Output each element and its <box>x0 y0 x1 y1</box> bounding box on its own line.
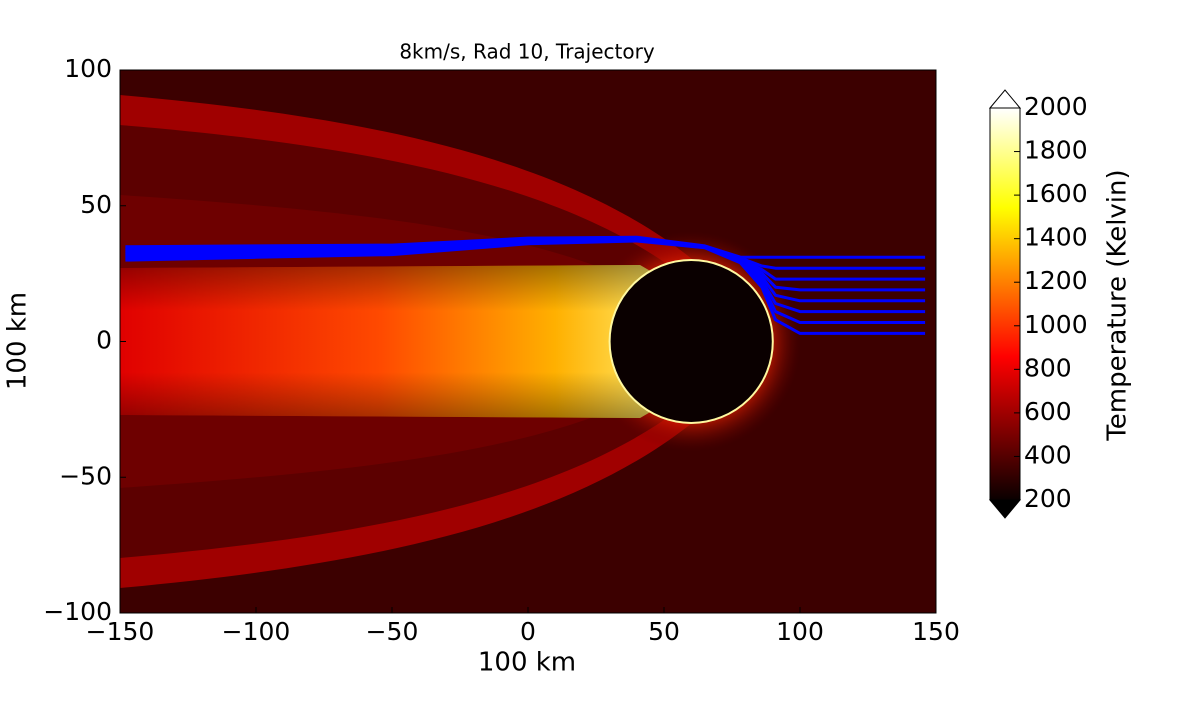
trajectory-line <box>125 235 926 259</box>
colorbar-tick-label: 1600 <box>1024 179 1088 208</box>
colorbar <box>989 107 1021 501</box>
x-tick-label: 100 <box>776 617 824 646</box>
colorbar-extend-bottom <box>988 499 1022 519</box>
x-tick-label: 0 <box>520 617 536 646</box>
colorbar-tick-label: 1000 <box>1024 310 1088 339</box>
colorbar-tick-label: 400 <box>1024 440 1072 469</box>
colorbar-label: Temperature (Kelvin) <box>1103 169 1133 441</box>
colorbar-tick-label: 1800 <box>1024 136 1088 165</box>
x-tick-label: −150 <box>86 617 155 646</box>
y-tick-label: 100 <box>64 54 112 83</box>
y-axis-label: 100 km <box>3 292 33 390</box>
x-tick-label: 150 <box>912 617 960 646</box>
x-tick-label: 50 <box>648 617 680 646</box>
chart-title: 8km/s, Rad 10, Trajectory <box>399 40 655 64</box>
y-tick-label: 0 <box>96 326 112 355</box>
x-tick-label: −100 <box>222 617 291 646</box>
colorbar-extend-top <box>988 89 1022 109</box>
x-axis-label: 100 km <box>478 648 576 678</box>
colorbar-tick-label: 200 <box>1024 484 1072 513</box>
x-tick-label: −50 <box>366 617 419 646</box>
colorbar-tick-label: 1400 <box>1024 223 1088 252</box>
colorbar-tick-label: 800 <box>1024 353 1072 382</box>
colorbar-tick-label: 600 <box>1024 397 1072 426</box>
body-circle <box>608 259 774 424</box>
colorbar-tick-label: 1200 <box>1024 266 1088 295</box>
y-tick-label: −100 <box>43 597 112 626</box>
trajectories <box>125 235 926 335</box>
colorbar-tick-label: 2000 <box>1024 92 1088 121</box>
y-tick-label: 50 <box>80 190 112 219</box>
heatmap-field <box>120 70 936 613</box>
y-tick-label: −50 <box>59 461 112 490</box>
